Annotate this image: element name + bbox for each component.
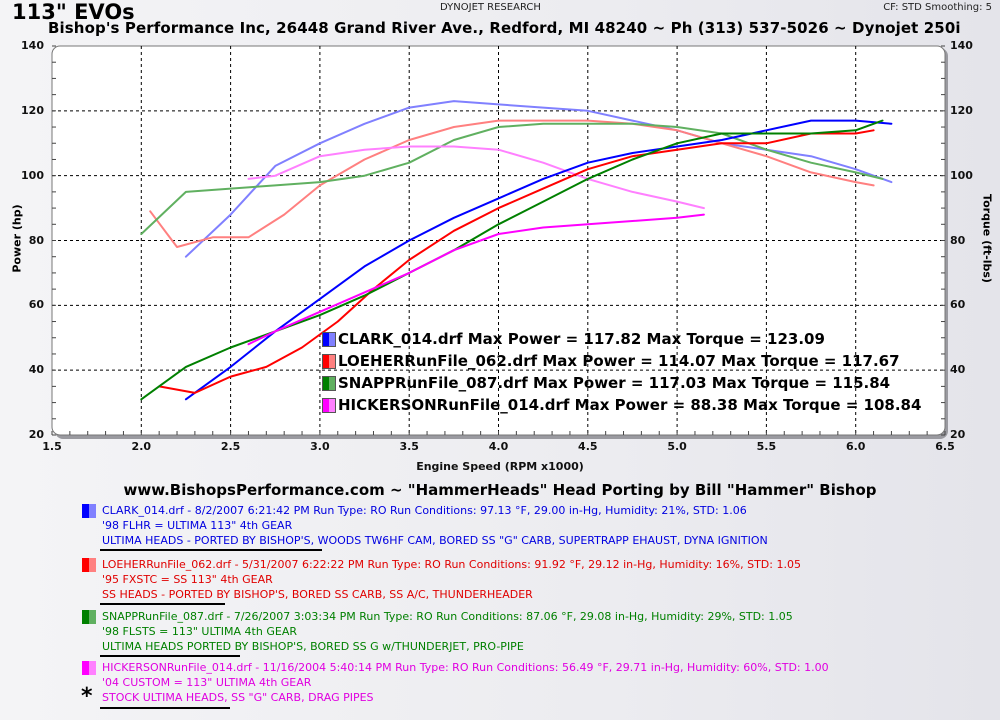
legend-item-clark: CLARK_014.drf Max Power = 117.82 Max Tor…	[322, 330, 825, 348]
torque-curve	[247, 145, 705, 210]
axis-ticks	[51, 45, 946, 436]
run-swatch-icon	[82, 504, 96, 518]
legend-swatch-icon	[322, 331, 336, 347]
run-details: CLARK_014.drf - 8/2/2007 6:21:42 PM Run …	[102, 504, 747, 517]
y-tick-label-left: 80	[28, 233, 44, 247]
y-tick-label-left: 60	[28, 298, 44, 312]
run-bike: '04 CUSTOM = 113" ULTIMA 4th GEAR	[102, 676, 312, 689]
run-mods: ULTIMA HEADS - PORTED BY BISHOP'S, WOODS…	[102, 534, 768, 547]
run-info-clark: CLARK_014.drf - 8/2/2007 6:21:42 PM Run …	[82, 503, 768, 548]
legend-swatch-icon	[322, 353, 336, 369]
x-tick-label: 5.0	[667, 440, 687, 453]
x-tick-label: 3.0	[310, 440, 330, 453]
legend-item-snapp: SNAPPRunFile_087.drf Max Power = 117.03 …	[322, 374, 890, 392]
legend-label: LOEHERRunFile_062.drf Max Power = 114.07…	[338, 352, 900, 370]
power-curve	[247, 213, 705, 346]
torque-curve	[140, 122, 884, 235]
x-axis-label: Engine Speed (RPM x1000)	[416, 460, 584, 473]
y-tick-label-right: 60	[950, 298, 966, 312]
run-bike: '98 FLSTS = 113" ULTIMA 4th GEAR	[102, 625, 297, 638]
run-info-loeher: LOEHERRunFile_062.drf - 5/31/2007 6:22:2…	[82, 557, 801, 602]
run-mods: ULTIMA HEADS PORTED BY BISHOP'S, BORED S…	[102, 640, 524, 653]
grid-lines	[52, 46, 945, 435]
y-tick-label-right: 80	[950, 233, 966, 247]
dyno-curves	[140, 100, 893, 401]
underline-divider	[100, 549, 322, 551]
run-bike: '98 FLHR = ULTIMA 113" 4th GEAR	[102, 519, 293, 532]
run-mods: SS HEADS - PORTED BY BISHOP'S, BORED SS …	[102, 588, 533, 601]
run-details: SNAPPRunFile_087.drf - 7/26/2007 3:03:34…	[102, 610, 793, 623]
run-mods: STOCK ULTIMA HEADS, SS "G" CARB, DRAG PI…	[102, 691, 374, 704]
legend-label: CLARK_014.drf Max Power = 117.82 Max Tor…	[338, 330, 825, 348]
run-info-snapp: SNAPPRunFile_087.drf - 7/26/2007 3:03:34…	[82, 609, 793, 654]
y-tick-label-right: 120	[950, 103, 973, 117]
legend-label: HICKERSONRunFile_014.drf Max Power = 88.…	[338, 396, 922, 414]
x-tick-label: 2.0	[131, 440, 152, 453]
y-tick-label-left: 20	[28, 428, 44, 441]
run-swatch-icon	[82, 558, 96, 572]
correction-smoothing-label: CF: STD Smoothing: 5	[883, 2, 992, 13]
dynojet-research-label: DYNOJET RESEARCH	[440, 2, 541, 13]
shop-address-subtitle: Bishop's Performance Inc, 26448 Grand Ri…	[48, 19, 961, 37]
x-tick-label: 6.5	[935, 440, 955, 453]
y-tick-label-right: 20	[950, 428, 966, 441]
y-tick-label-left: 100	[21, 168, 44, 182]
underline-divider	[100, 655, 240, 657]
website-banner: www.BishopsPerformance.com ~ "HammerHead…	[123, 481, 877, 499]
x-tick-label: 2.5	[220, 440, 241, 453]
power-curve	[184, 119, 893, 401]
chart-title: 113" EVOs	[12, 0, 135, 24]
y-axis-right-label: Torque (ft-lbs)	[980, 194, 994, 283]
legend-swatch-icon	[322, 397, 336, 413]
x-tick-label: 5.5	[756, 440, 777, 453]
legend-item-hickerson: HICKERSONRunFile_014.drf Max Power = 88.…	[322, 396, 921, 414]
run-swatch-icon	[82, 610, 96, 624]
y-tick-label-left: 120	[21, 103, 44, 117]
underline-divider	[100, 603, 225, 605]
torque-curve	[184, 100, 893, 258]
run-bike: '95 FXSTC = SS 113" 4th GEAR	[102, 573, 273, 586]
x-tick-label: 4.0	[488, 440, 509, 453]
legend-label: SNAPPRunFile_087.drf Max Power = 117.03 …	[338, 374, 891, 392]
torque-curve	[149, 119, 875, 248]
run-details: HICKERSONRunFile_014.drf - 11/16/2004 5:…	[102, 661, 829, 674]
legend-item-loeher: LOEHERRunFile_062.drf Max Power = 114.07…	[322, 352, 900, 370]
run-swatch-icon	[82, 661, 96, 675]
x-tick-label: 6.0	[845, 440, 866, 453]
run-info-hickerson: HICKERSONRunFile_014.drf - 11/16/2004 5:…	[82, 660, 829, 705]
y-axis-left-label: Power (hp)	[10, 204, 24, 273]
asterisk-icon: *	[81, 684, 93, 709]
run-details: LOEHERRunFile_062.drf - 5/31/2007 6:22:2…	[102, 558, 801, 571]
power-curve	[158, 129, 875, 394]
x-tick-label: 3.5	[399, 440, 419, 453]
underline-divider	[100, 707, 230, 709]
x-tick-label: 4.5	[578, 440, 598, 453]
legend-swatch-icon	[322, 375, 336, 391]
y-tick-label-right: 40	[950, 363, 966, 377]
y-tick-label-right: 100	[950, 168, 973, 182]
y-tick-label-left: 140	[21, 39, 44, 52]
y-tick-label-right: 140	[950, 39, 973, 52]
y-tick-label-left: 40	[28, 363, 44, 377]
x-tick-label: 1.5	[42, 440, 62, 453]
